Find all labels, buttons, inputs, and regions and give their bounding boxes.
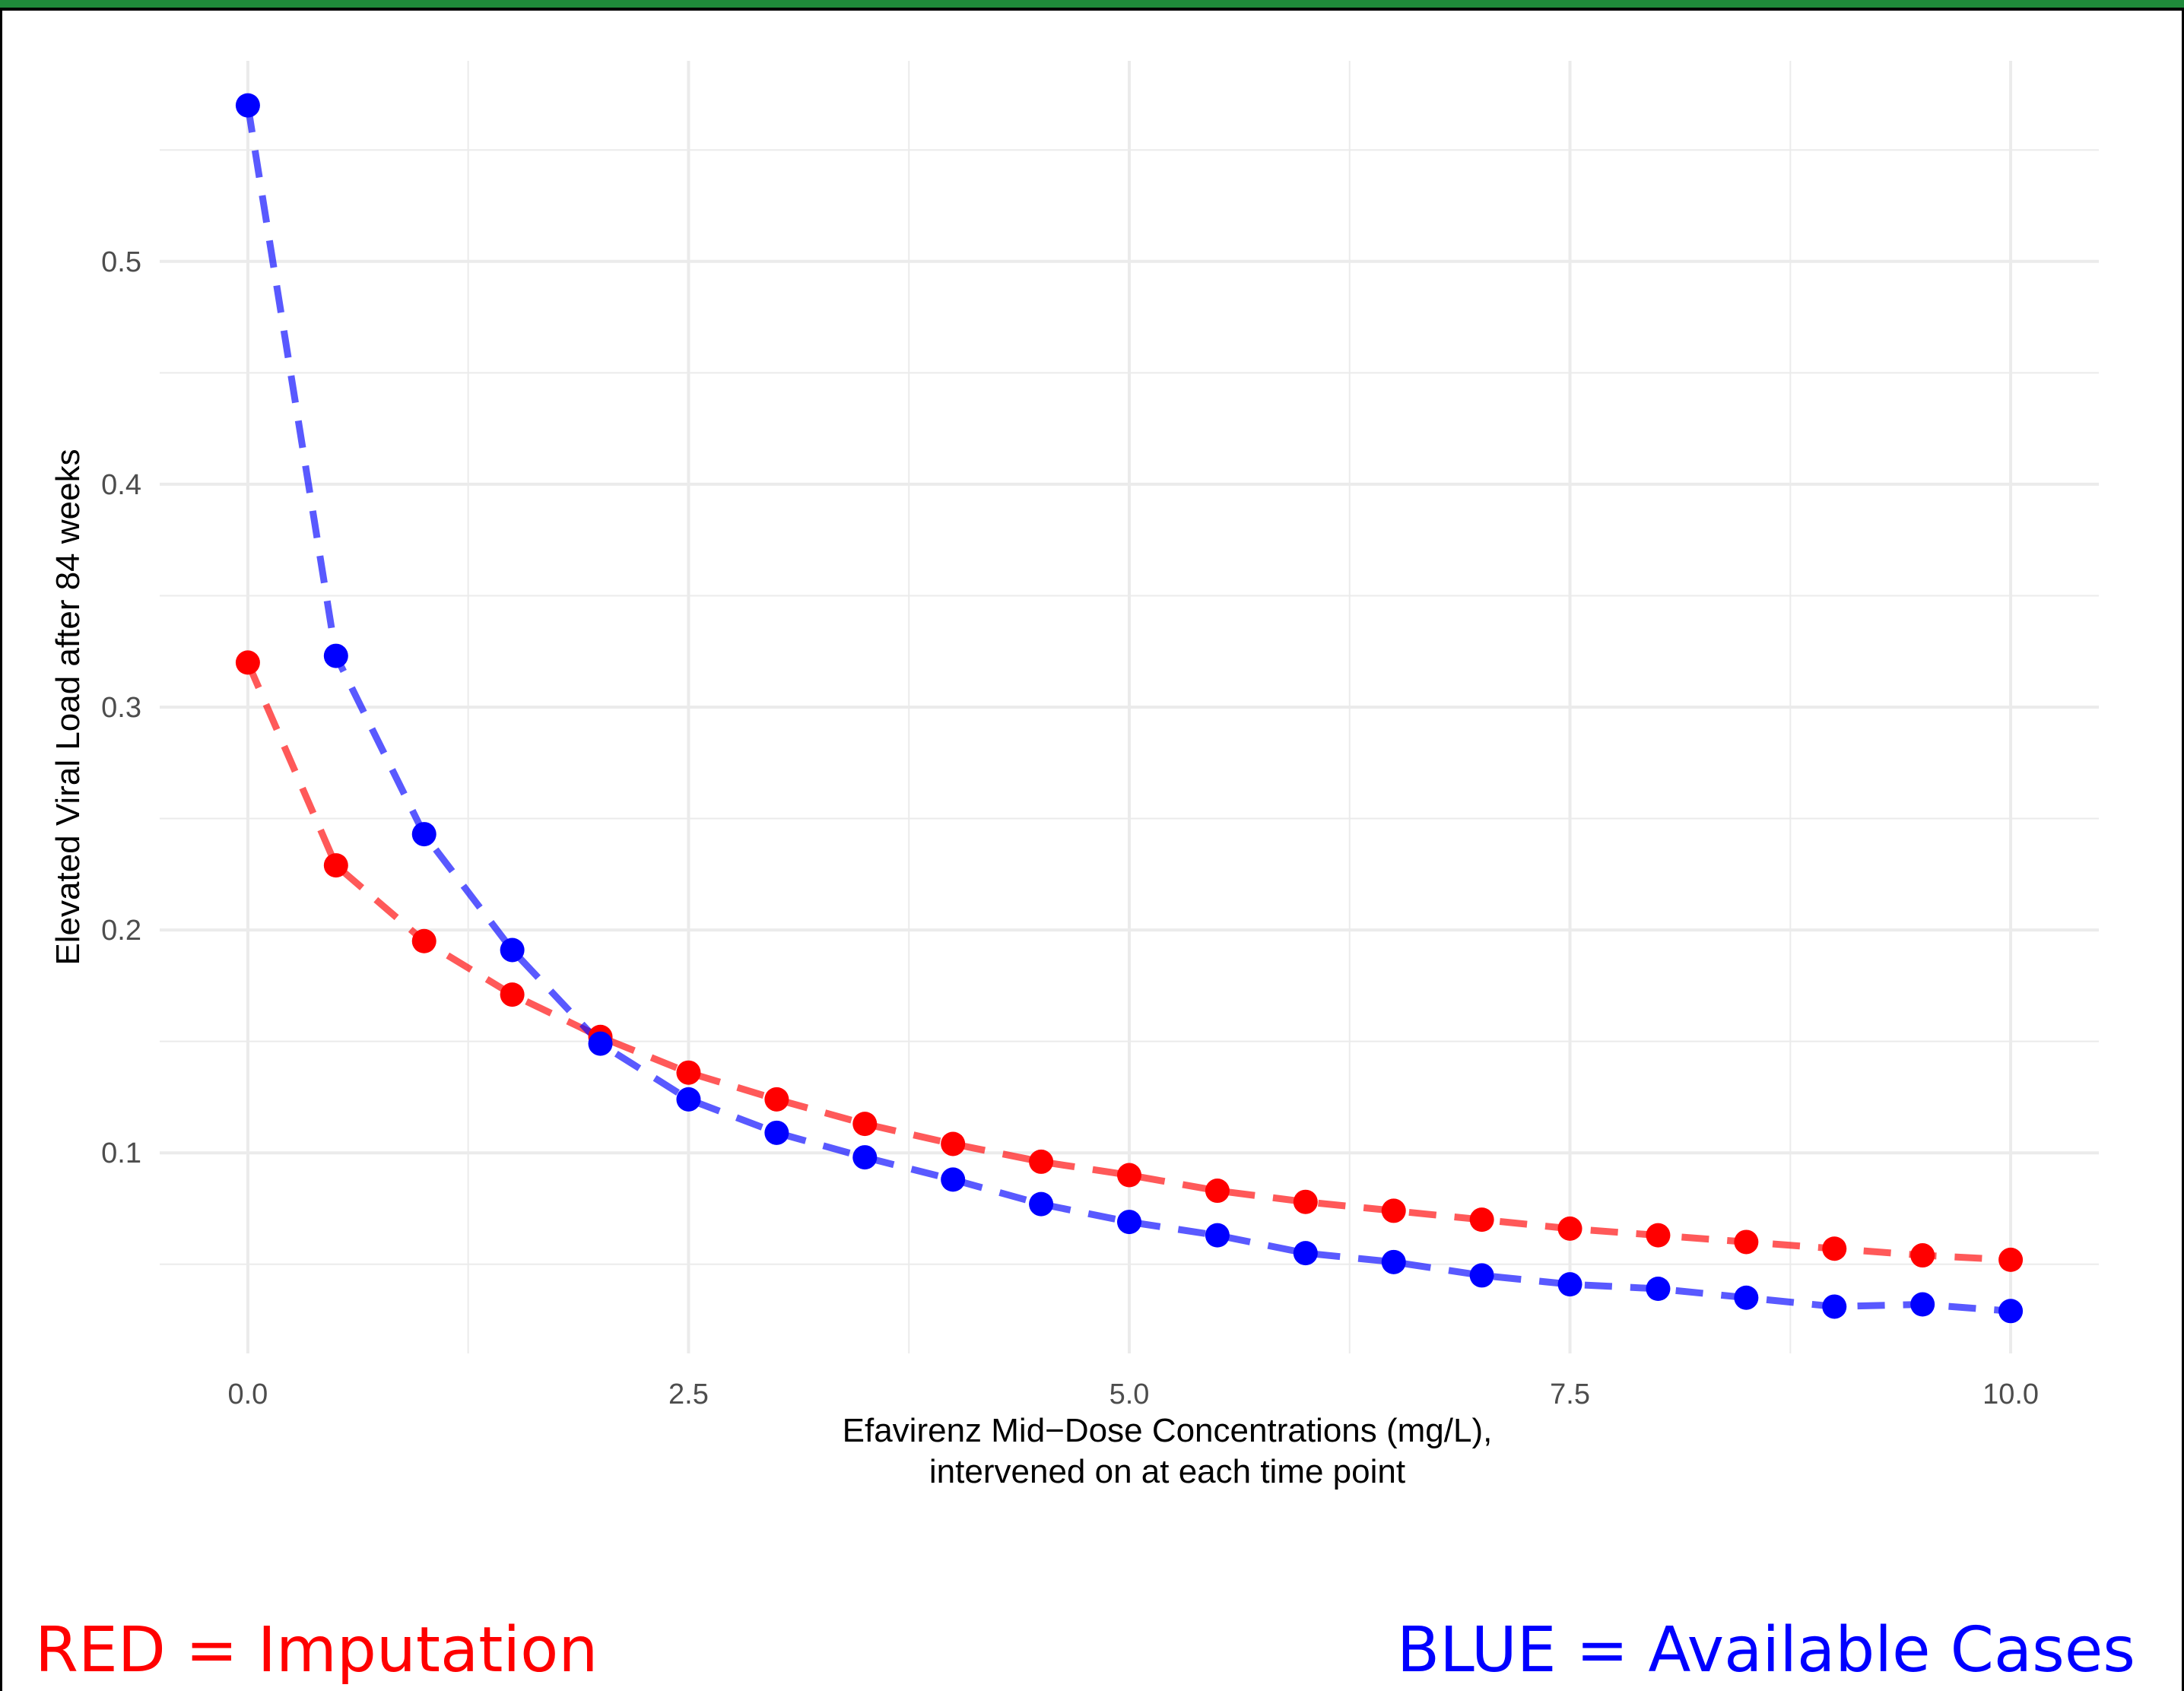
- series-0-point: [411, 928, 436, 953]
- series-1-point: [588, 1031, 613, 1056]
- series-1-point: [1381, 1249, 1406, 1274]
- series-0-point: [1029, 1149, 1054, 1174]
- series-1-point: [323, 643, 348, 668]
- series-0-point: [1998, 1247, 2024, 1272]
- series-0-point: [1822, 1236, 1847, 1261]
- x-axis-title-line-2: intervened on at each time point: [929, 1453, 1405, 1490]
- series-1-point: [411, 822, 436, 847]
- legend-blue-available-cases: BLUE = Available Cases: [1396, 1614, 2135, 1686]
- y-tick-label: 0.1: [101, 1137, 141, 1169]
- y-tick-label: 0.4: [101, 469, 141, 501]
- series-0-point: [1293, 1189, 1318, 1214]
- series-0-point: [1557, 1216, 1582, 1241]
- series-0-point: [1910, 1243, 1935, 1268]
- legend-red-imputation: RED = Imputation: [35, 1614, 598, 1686]
- series-0-point: [764, 1087, 789, 1112]
- y-tick-label: 0.5: [101, 246, 141, 278]
- series-1-point: [1205, 1223, 1230, 1248]
- grid: [160, 61, 2099, 1353]
- x-axis-ticks: 0.0 2.5 5.0 7.5 10.0: [227, 1378, 2039, 1410]
- series-0-point: [941, 1131, 966, 1156]
- series-0-point: [1205, 1179, 1230, 1204]
- series-1-point: [941, 1167, 966, 1192]
- series-1-point: [676, 1087, 701, 1112]
- series-1-point: [1646, 1277, 1671, 1301]
- x-axis-title-line-1: Efavirenz Mid−Dose Concentrations (mg/L)…: [843, 1412, 1493, 1449]
- series-points: [235, 93, 2024, 1324]
- series-1-point: [1029, 1191, 1054, 1217]
- series-1-point: [764, 1120, 789, 1145]
- series-0-line: [244, 661, 2011, 1264]
- x-tick-label: 0.0: [227, 1378, 268, 1410]
- series-0-point: [1117, 1163, 1141, 1188]
- y-axis-title: Elevated Viral Load after 84 weeks: [49, 449, 87, 965]
- series-1-point: [1998, 1299, 2024, 1324]
- series-0-point: [235, 650, 260, 675]
- series-0-point: [500, 982, 525, 1007]
- series-1-point: [1557, 1272, 1582, 1297]
- series-1-point: [1469, 1263, 1494, 1288]
- series-1-point: [1734, 1285, 1759, 1310]
- x-tick-label: 7.5: [1550, 1378, 1590, 1410]
- slide-top-bar-edge: [0, 8, 2184, 11]
- y-tick-label: 0.2: [101, 915, 141, 947]
- x-tick-label: 10.0: [1982, 1378, 2039, 1410]
- series-0-point: [1646, 1223, 1671, 1248]
- series-0-point: [1381, 1198, 1406, 1223]
- y-axis-ticks: 0.1 0.2 0.3 0.4 0.5: [101, 246, 141, 1169]
- series-0-point: [1734, 1229, 1759, 1255]
- series-0-point: [676, 1060, 701, 1085]
- series-lines: [244, 104, 2011, 1315]
- x-tick-label: 5.0: [1109, 1378, 1150, 1410]
- series-0-point: [852, 1112, 878, 1137]
- series-1-point: [1293, 1241, 1318, 1266]
- series-0-point: [323, 853, 348, 878]
- series-1-point: [1910, 1292, 1935, 1317]
- series-1-point: [500, 938, 525, 963]
- x-tick-label: 2.5: [668, 1378, 709, 1410]
- series-1-point: [1117, 1210, 1141, 1235]
- series-1-point: [852, 1145, 878, 1170]
- series-1-point: [235, 93, 260, 118]
- series-0-point: [1469, 1207, 1494, 1233]
- y-tick-label: 0.3: [101, 692, 141, 724]
- series-1-point: [1822, 1294, 1847, 1319]
